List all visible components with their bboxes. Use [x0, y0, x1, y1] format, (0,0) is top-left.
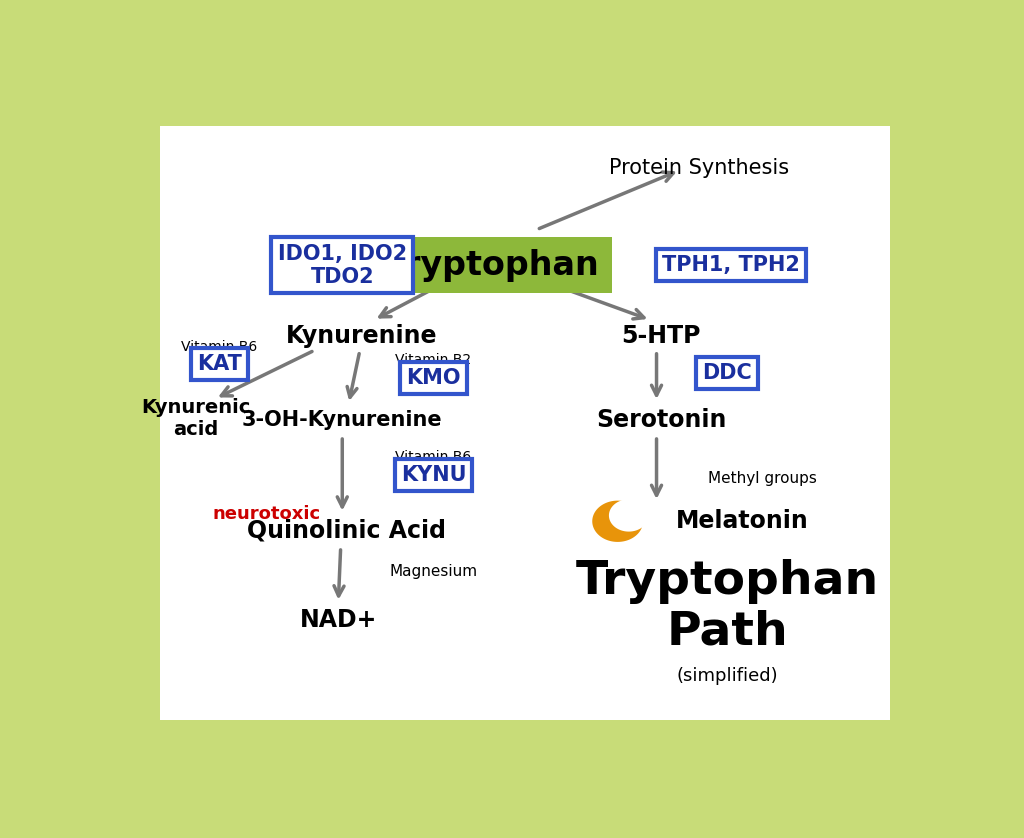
Text: Quinolinic Acid: Quinolinic Acid	[247, 519, 445, 543]
Text: (simplified): (simplified)	[677, 667, 778, 685]
Text: neurotoxic: neurotoxic	[213, 504, 321, 523]
Text: DDC: DDC	[702, 363, 752, 383]
Text: Methyl groups: Methyl groups	[709, 471, 817, 485]
Text: Magnesium: Magnesium	[389, 564, 477, 579]
FancyBboxPatch shape	[160, 127, 890, 720]
Text: KAT: KAT	[197, 354, 242, 374]
Polygon shape	[609, 499, 648, 531]
Text: Vitamin B6: Vitamin B6	[395, 450, 472, 463]
Text: Kynurenine: Kynurenine	[287, 324, 438, 348]
Text: KYNU: KYNU	[400, 465, 466, 485]
Text: 3-OH-Kynurenine: 3-OH-Kynurenine	[242, 410, 442, 430]
Polygon shape	[592, 500, 643, 542]
Text: Serotonin: Serotonin	[596, 408, 726, 432]
Text: Tryptophan: Tryptophan	[386, 249, 600, 282]
Text: Kynurenic
acid: Kynurenic acid	[140, 397, 250, 438]
Text: Protein Synthesis: Protein Synthesis	[609, 158, 790, 178]
Text: NAD+: NAD+	[300, 608, 377, 632]
Text: Melatonin: Melatonin	[676, 510, 808, 533]
Text: Vitamin B2: Vitamin B2	[395, 353, 472, 367]
Text: Tryptophan
Path: Tryptophan Path	[575, 560, 879, 654]
Text: IDO1, IDO2
TDO2: IDO1, IDO2 TDO2	[278, 244, 407, 287]
Text: 5-HTP: 5-HTP	[622, 324, 701, 348]
Text: Vitamin B6: Vitamin B6	[181, 340, 257, 354]
Text: TPH1, TPH2: TPH1, TPH2	[663, 255, 800, 275]
Text: KMO: KMO	[407, 368, 461, 388]
